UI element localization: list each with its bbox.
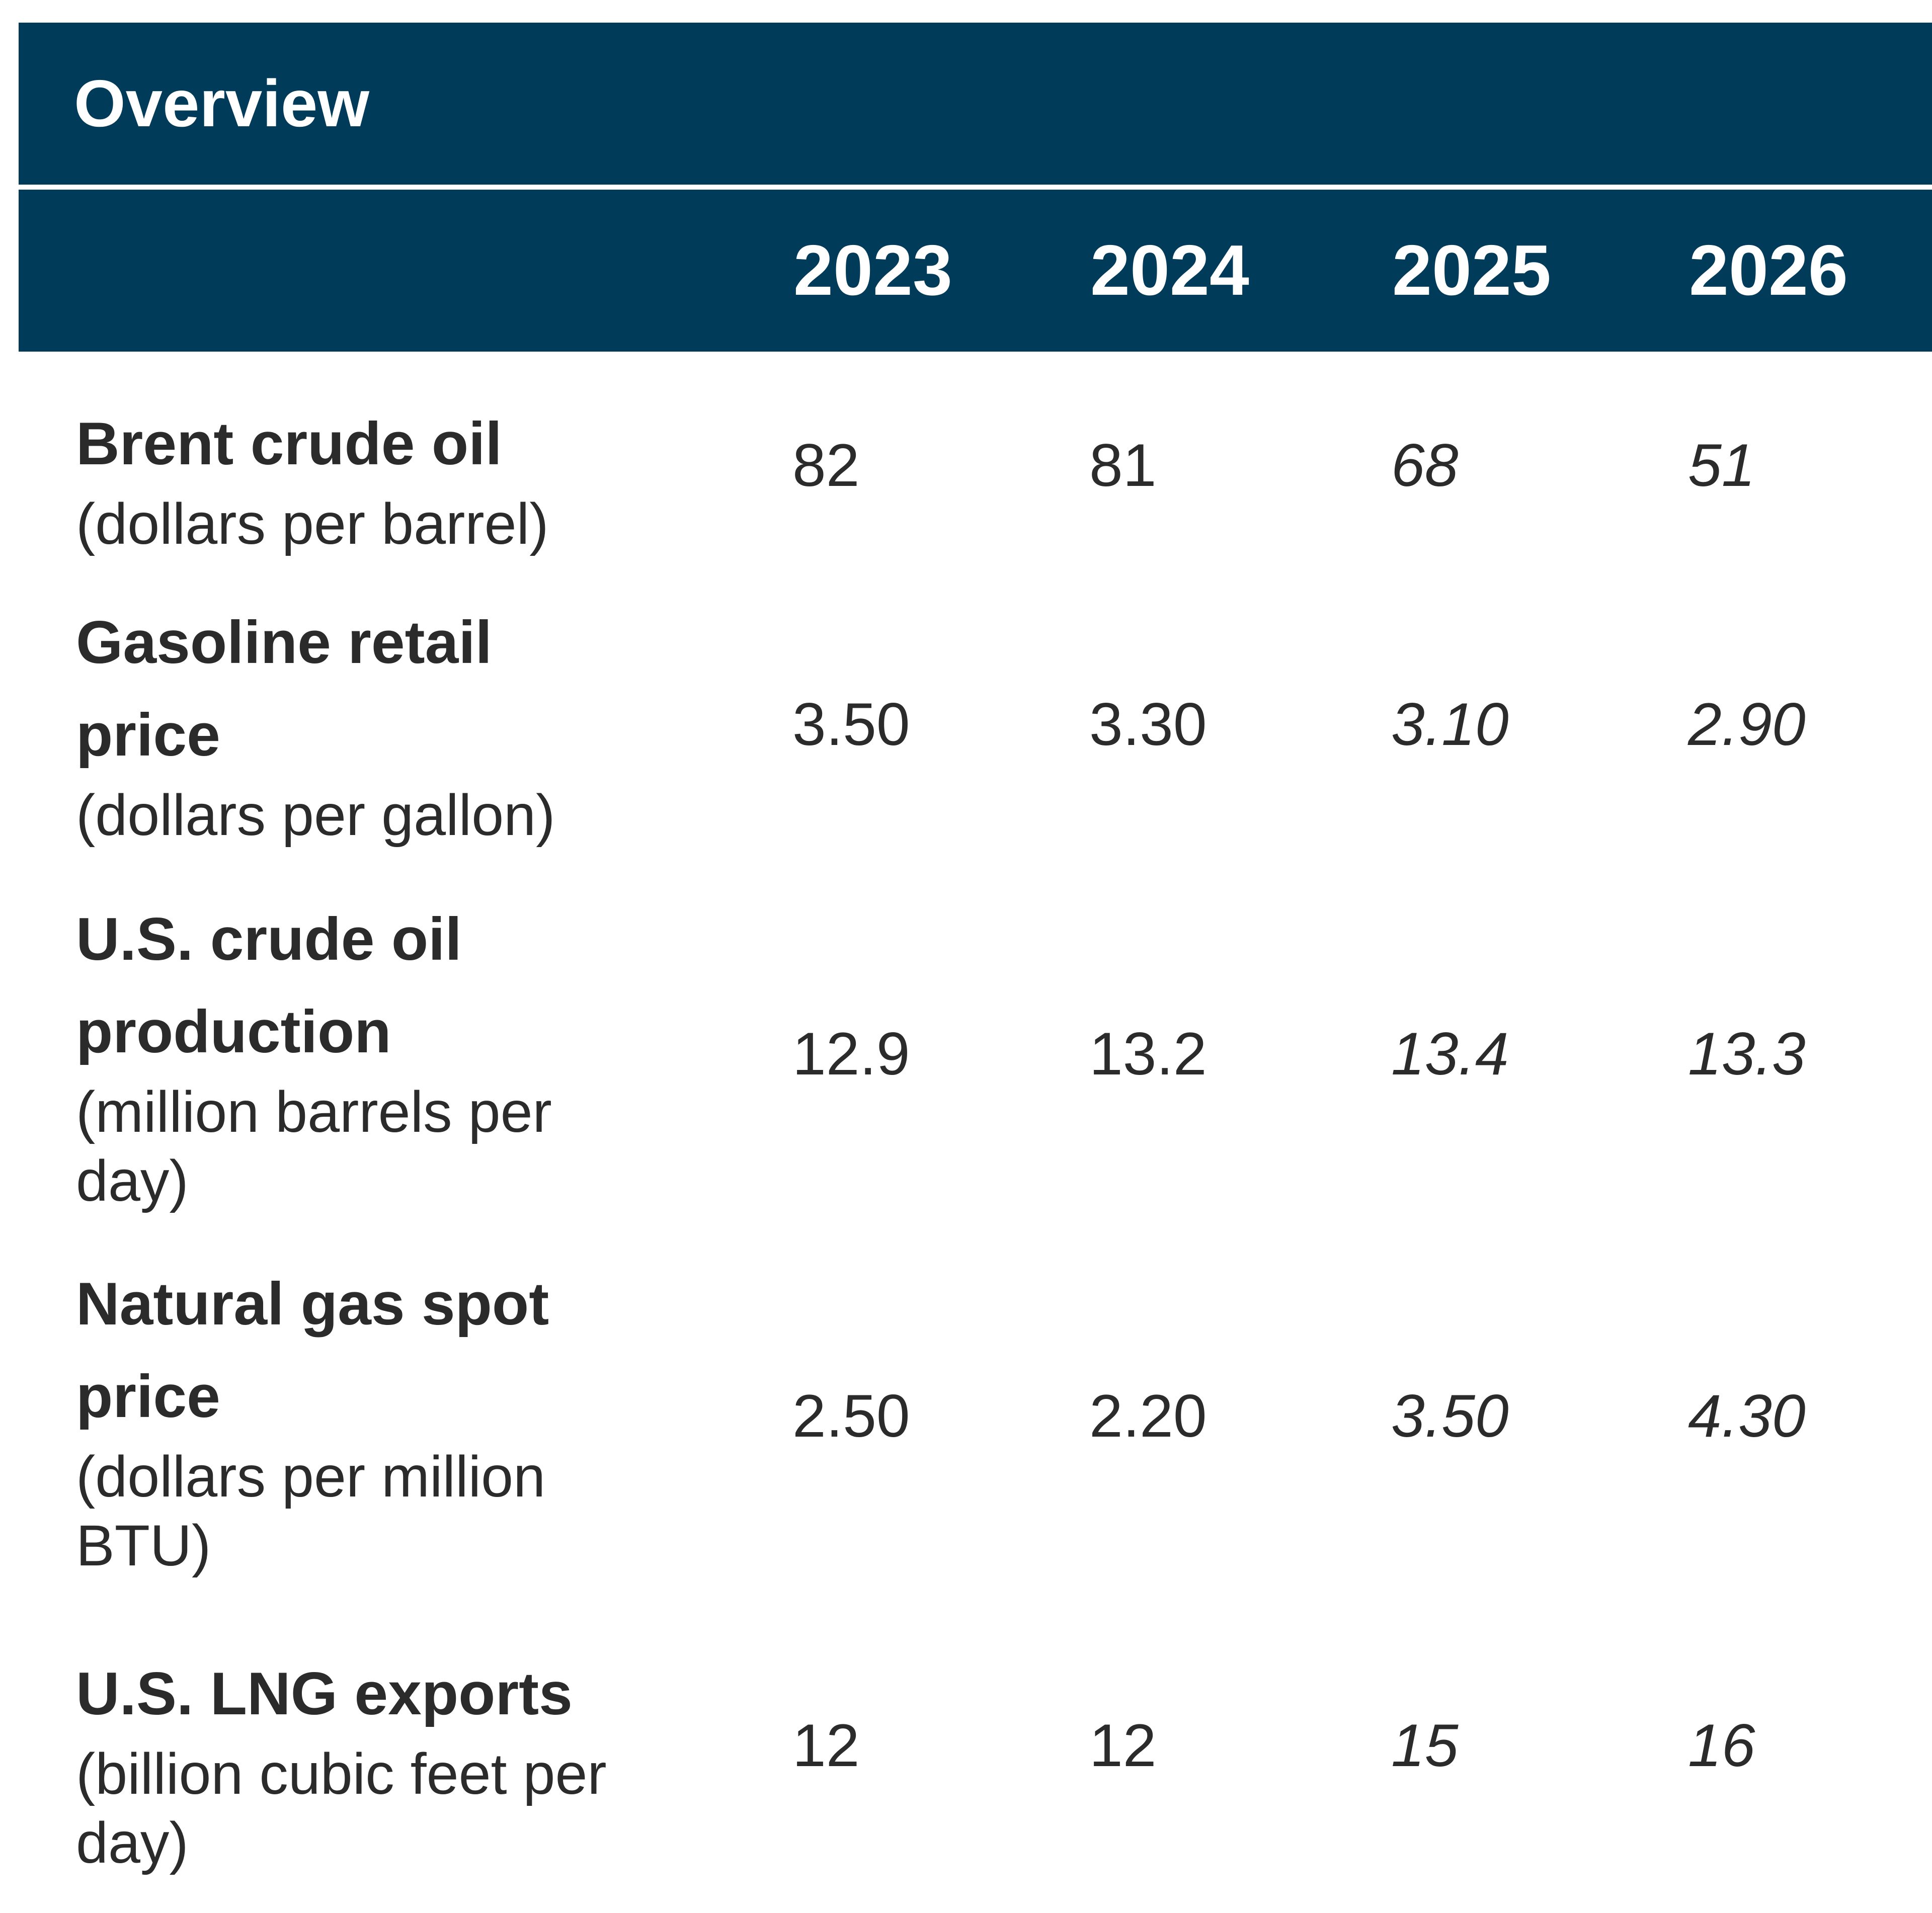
- cell-2024: 13.2: [1089, 1020, 1207, 1088]
- cell-2024: 81: [1089, 432, 1157, 499]
- year-header-row: 2023 2024 2025 2026: [19, 190, 1932, 352]
- year-header-2026: 2026: [1689, 230, 1848, 310]
- cell-2025: 68: [1391, 432, 1459, 499]
- cell-2024: 2.20: [1089, 1382, 1207, 1450]
- cell-2026: 51: [1688, 432, 1755, 499]
- cell-2025: 13.4: [1391, 1020, 1509, 1088]
- cell-2023: 2.50: [792, 1382, 910, 1450]
- row-unit: (billion cubic feet per day): [76, 1742, 607, 1875]
- year-header-2024: 2024: [1090, 230, 1249, 310]
- cell-2023: 82: [792, 432, 860, 499]
- cell-2023: 12.9: [792, 1020, 910, 1088]
- year-header-2025: 2025: [1392, 230, 1551, 310]
- row-label: Gasoline retail price (dollars per gallo…: [76, 596, 579, 850]
- cell-2025: 3.10: [1391, 691, 1509, 758]
- cell-2023: 3.50: [792, 691, 910, 758]
- cell-2025: 3.50: [1391, 1382, 1509, 1450]
- row-label: U.S. crude oil production (million barre…: [76, 893, 609, 1216]
- cell-2024: 3.30: [1089, 691, 1207, 758]
- row-label: U.S. LNG exports (billion cubic feet per…: [76, 1647, 705, 1878]
- title-bar: Overview: [19, 23, 1932, 185]
- row-unit: (dollars per barrel): [76, 492, 549, 556]
- cell-2023: 12: [792, 1712, 860, 1779]
- row-label: Brent crude oil (dollars per barrel): [76, 397, 680, 559]
- table-title: Overview: [74, 66, 370, 140]
- cell-2026: 2.90: [1688, 691, 1806, 758]
- row-unit: (dollars per gallon): [76, 783, 555, 848]
- row-unit: (million barrels per day): [76, 1080, 552, 1213]
- year-header-2023: 2023: [793, 230, 952, 310]
- row-label: Natural gas spot price (dollars per mill…: [76, 1258, 629, 1581]
- row-title: U.S. crude oil production: [76, 905, 462, 1065]
- cell-2026: 13.3: [1688, 1020, 1806, 1088]
- cell-2026: 4.30: [1688, 1382, 1806, 1450]
- row-title: Gasoline retail price: [76, 609, 492, 769]
- row-title: Natural gas spot price: [76, 1270, 549, 1430]
- cell-2024: 12: [1089, 1712, 1157, 1779]
- cell-2026: 16: [1688, 1712, 1755, 1779]
- row-title: Brent crude oil: [76, 410, 502, 477]
- cell-2025: 15: [1391, 1712, 1459, 1779]
- row-unit: (dollars per million BTU): [76, 1445, 546, 1578]
- row-title: U.S. LNG exports: [76, 1660, 573, 1727]
